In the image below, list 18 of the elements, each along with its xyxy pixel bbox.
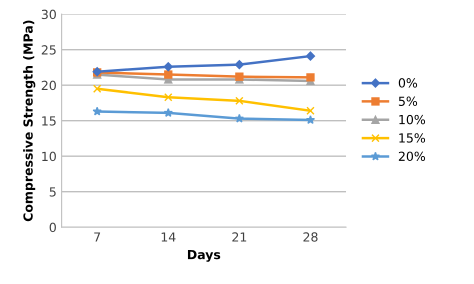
- legend-label: 10%: [399, 114, 426, 124]
- y-tick-label: 10: [42, 152, 56, 162]
- legend-label: 5%: [398, 96, 418, 106]
- y-tick-label: 15: [42, 116, 56, 126]
- y-tick-label: 25: [42, 45, 56, 55]
- legend-label: 0%: [398, 78, 418, 88]
- y-tick-label: 30: [42, 10, 56, 20]
- legend-label: 20%: [398, 152, 426, 162]
- y-tick-label: 0: [50, 222, 56, 232]
- y-tick-label: 20: [42, 80, 56, 90]
- y-axis-title: Compressive Strength (MPa): [23, 20, 36, 222]
- x-axis-title: Days: [188, 250, 220, 262]
- x-tick-label: 21: [232, 232, 246, 242]
- x-tick-label: 7: [94, 232, 100, 242]
- x-tick-label: 14: [162, 232, 176, 242]
- x-tick-label: 28: [303, 232, 318, 242]
- legend-label: 15%: [399, 133, 426, 143]
- y-tick-label: 5: [50, 187, 56, 197]
